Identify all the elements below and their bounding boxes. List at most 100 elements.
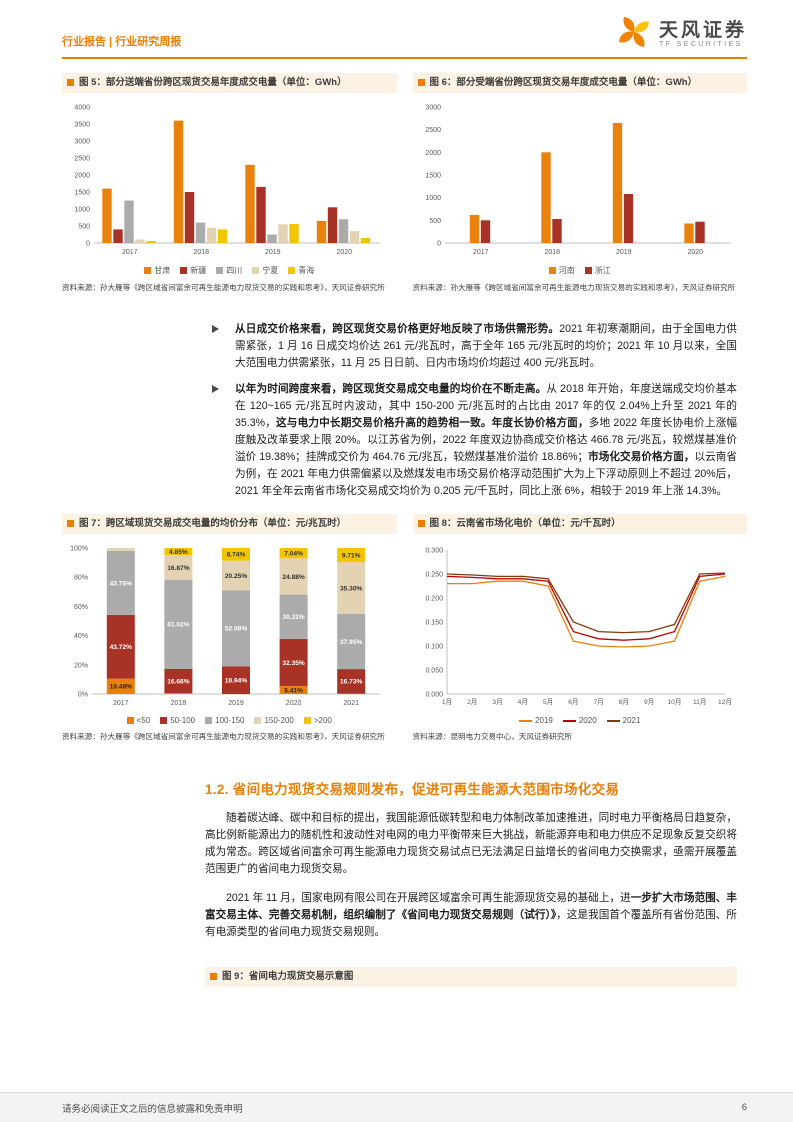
svg-text:7.04%: 7.04% <box>284 551 303 558</box>
figure-5-chart: 0 500 1000 1500 2000 2500 3000 3500 4000 2017 2018… <box>62 99 397 264</box>
svg-text:500: 500 <box>429 218 441 225</box>
svg-text:0.000: 0.000 <box>425 692 443 699</box>
svg-text:0.200: 0.200 <box>425 596 443 603</box>
svg-text:2500: 2500 <box>425 128 441 135</box>
svg-text:0.150: 0.150 <box>425 620 443 627</box>
figure-5-title-text: 图 5：部分送端省份跨区现货交易年度成交电量（单位：GWh） <box>79 77 347 88</box>
section-1-2: 1.2. 省间电力现货交易规则发布，促进可再生能源大范围市场化交易 随着碳达峰、… <box>205 778 737 987</box>
brand-name: 天风证券 <box>658 19 747 41</box>
svg-text:0.050: 0.050 <box>425 668 443 675</box>
bullet-item-2: 以年为时间跨度来看，跨区现货交易成交电量的均价在不断走高。从 2018 年开始，… <box>205 381 737 500</box>
svg-text:2000: 2000 <box>425 150 441 157</box>
svg-text:5月: 5月 <box>542 698 552 706</box>
figure-7-title-text: 图 7：跨区域现货交易成交电量的均价分布（单位：元/兆瓦时） <box>79 517 347 529</box>
svg-text:7月: 7月 <box>593 698 603 706</box>
brand-logo: 天风证券 TF SECURITIES <box>616 14 747 55</box>
svg-text:2月: 2月 <box>467 698 477 706</box>
svg-text:1月: 1月 <box>441 698 451 706</box>
svg-text:2019: 2019 <box>615 249 631 256</box>
svg-text:2017: 2017 <box>113 700 129 707</box>
figure-7-chart: 0% 20% 40% 60% 80% 100% 2017 10.48% 43.72% 43.75%… <box>62 540 397 715</box>
svg-text:1500: 1500 <box>74 190 90 197</box>
svg-text:1000: 1000 <box>74 207 90 214</box>
svg-text:2017: 2017 <box>122 249 138 256</box>
svg-text:500: 500 <box>78 224 90 231</box>
page-footer: 请务必阅读正文之后的信息披露和免责申明 6 <box>0 1092 793 1122</box>
orange-square-icon <box>417 79 425 86</box>
figure-8-source: 资料来源：昆明电力交易中心，天风证券研究所 <box>412 732 572 742</box>
brand-subtitle: TF SECURITIES <box>658 41 743 49</box>
svg-text:4.85%: 4.85% <box>169 549 188 556</box>
figure-7-title: 图 7：跨区域现货交易成交电量的均价分布（单位：元/兆瓦时） <box>62 513 397 535</box>
svg-text:6月: 6月 <box>568 698 578 706</box>
figure-6-source: 资料来源：孙大雁等《跨区域省间富余可再生能源电力现货交易的实践和思考》，天风证券… <box>412 283 736 293</box>
svg-text:2021: 2021 <box>343 700 359 707</box>
svg-text:16.87%: 16.87% <box>167 565 190 572</box>
orange-square-icon <box>210 972 217 980</box>
svg-text:2017: 2017 <box>472 249 488 256</box>
svg-text:43.72%: 43.72% <box>110 644 133 651</box>
brand-text: 天风证券 TF SECURITIES <box>659 20 747 50</box>
figure-7: 图 7：跨区域现货交易成交电量的均价分布（单位：元/兆瓦时） 0% 20% 40% 6… <box>62 513 397 754</box>
svg-text:3000: 3000 <box>74 139 90 146</box>
figure-6: 图 6：部分受端省份跨区现货交易年度成交电量（单位：GWh） 0 500 1000 1… <box>412 73 748 305</box>
svg-text:10月: 10月 <box>667 698 681 706</box>
svg-text:16.73%: 16.73% <box>340 679 363 686</box>
figure-6-chart: 0 500 1000 1500 2000 2500 3000 2017 2018 2019 2020 <box>413 99 748 264</box>
figure-6-legend: 河南 浙江 <box>413 265 748 276</box>
orange-square-icon <box>417 519 425 527</box>
svg-text:0: 0 <box>86 241 90 248</box>
figure-row-2: 图 7：跨区域现货交易成交电量的均价分布（单位：元/兆瓦时） 0% 20% 40% 6… <box>62 513 748 754</box>
bullet-arrow-icon <box>212 325 219 334</box>
figure-6-title: 图 6：部分受端省份跨区现货交易年度成交电量（单位：GWh） <box>412 73 747 94</box>
svg-text:5.41%: 5.41% <box>284 688 303 695</box>
figure-6-title-text: 图 6：部分受端省份跨区现货交易年度成交电量（单位：GWh） <box>429 77 698 88</box>
svg-text:2018: 2018 <box>171 700 187 707</box>
svg-text:8月: 8月 <box>618 698 628 706</box>
footer-disclaimer: 请务必阅读正文之后的信息披露和免责申明 <box>62 1103 243 1115</box>
svg-text:32.35%: 32.35% <box>282 660 305 667</box>
svg-text:0.300: 0.300 <box>425 548 443 555</box>
svg-text:9月: 9月 <box>644 698 654 706</box>
svg-text:2500: 2500 <box>74 156 90 163</box>
figure-8-title-text: 图 8：云南省市场化电价（单位：元/千瓦时） <box>429 517 621 529</box>
figure-8-chart: 0.000 0.050 0.100 0.150 0.200 0.250 0.300 1月 2月 3… <box>413 540 748 715</box>
svg-text:3500: 3500 <box>74 122 90 129</box>
figure-8-title: 图 8：云南省市场化电价（单位：元/千瓦时） <box>412 513 747 535</box>
figure-9-title: 图 9：省间电力现货交易示意图 <box>205 966 737 987</box>
tf-fan-icon <box>616 14 652 55</box>
svg-text:40%: 40% <box>74 633 88 640</box>
orange-square-icon <box>67 79 74 86</box>
svg-text:2018: 2018 <box>193 249 209 256</box>
svg-text:20%: 20% <box>74 662 88 669</box>
svg-text:0.100: 0.100 <box>425 644 443 651</box>
figure-row-1: 图 5：部分送端省份跨区现货交易年度成交电量（单位：GWh） 0 500 1000 1… <box>62 73 747 305</box>
orange-square-icon <box>67 519 74 527</box>
section-paragraph-1: 随着碳达峰、碳中和目标的提出，我国能源低碳转型和电力体制改革加速推进，同时电力平… <box>205 812 737 875</box>
page-number: 6 <box>741 1102 747 1113</box>
svg-text:0%: 0% <box>78 692 88 699</box>
figure-8-legend: 2019 2020 2021 <box>413 716 748 725</box>
svg-text:80%: 80% <box>74 575 88 582</box>
svg-text:10.48%: 10.48% <box>110 684 133 691</box>
svg-text:4000: 4000 <box>74 105 90 112</box>
breadcrumb: 行业报告 | 行业研究周报 <box>62 36 182 48</box>
svg-text:2020: 2020 <box>286 700 302 707</box>
svg-text:2019: 2019 <box>228 700 244 707</box>
svg-text:24.88%: 24.88% <box>282 574 305 581</box>
header-divider <box>62 57 747 59</box>
svg-text:9.71%: 9.71% <box>342 553 361 560</box>
figure-8: 图 8：云南省市场化电价（单位：元/千瓦时） 0.000 0.050 0.100 0.… <box>412 513 748 754</box>
svg-text:11月: 11月 <box>693 698 706 706</box>
bullet-list: 从日成交价格来看，跨区现货交易价格更好地反映了市场供需形势。2021 年初寒潮期… <box>205 321 737 499</box>
bullet-arrow-icon <box>212 385 219 394</box>
svg-text:2020: 2020 <box>687 249 703 256</box>
svg-text:20.25%: 20.25% <box>225 573 248 580</box>
figure-5-title: 图 5：部分送端省份跨区现货交易年度成交电量（单位：GWh） <box>62 73 397 94</box>
bullet-item-1: 从日成交价格来看，跨区现货交易价格更好地反映了市场供需形势。2021 年初寒潮期… <box>205 321 737 372</box>
svg-text:8.74%: 8.74% <box>227 552 246 559</box>
section-paragraph-2: 2021 年 11 月，国家电网有限公司在开展跨区域富余可再生能源现货交易的基础… <box>205 891 738 938</box>
bullet-paragraph-1: 从日成交价格来看，跨区现货交易价格更好地反映了市场供需形势。2021 年初寒潮期… <box>235 323 738 370</box>
svg-text:0: 0 <box>437 241 441 248</box>
svg-text:52.08%: 52.08% <box>225 626 248 633</box>
